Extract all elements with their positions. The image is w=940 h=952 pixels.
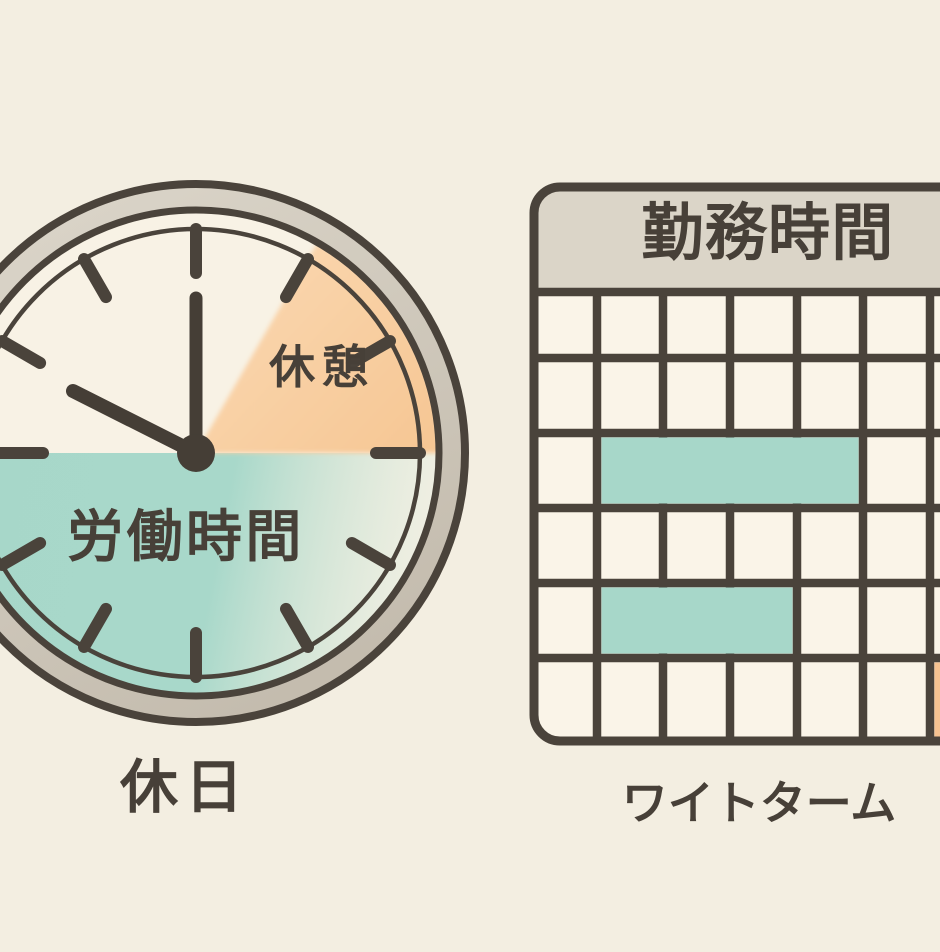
clock-tick xyxy=(279,602,314,653)
calendar-title: 勤務時間 xyxy=(641,196,895,269)
calendar-illustration xyxy=(529,182,940,746)
clock-tick xyxy=(78,602,112,653)
clock-ring xyxy=(0,184,465,722)
calendar-bar xyxy=(601,587,793,654)
clock-hub xyxy=(177,434,215,472)
clock-tick xyxy=(345,335,396,369)
calendar-highlight-bars xyxy=(601,437,940,737)
clock-ticks xyxy=(0,223,426,683)
clock-ring-outer-stroke xyxy=(0,180,469,726)
hour-hand xyxy=(66,384,203,460)
clock-tick xyxy=(345,537,396,571)
calendar-border xyxy=(529,182,940,746)
calendar-header-band xyxy=(534,187,940,292)
clock-tick xyxy=(280,253,314,304)
calendar-grid-lines xyxy=(538,294,940,737)
break-sector-label: 休憩 xyxy=(269,340,375,394)
clock-ring-inner-stroke xyxy=(0,206,443,700)
clock-tick xyxy=(78,253,112,304)
clock-tick xyxy=(0,335,47,369)
calendar-bar xyxy=(934,662,940,737)
calendar-bar xyxy=(601,437,859,504)
calendar-caption: ワイトターム xyxy=(621,776,897,830)
work-sector xyxy=(0,453,439,696)
clock-caption: 休日 xyxy=(120,753,250,821)
clock-illustration xyxy=(0,180,469,726)
work-sector-label: 労働時間 xyxy=(67,505,305,570)
clock-tick xyxy=(0,537,47,571)
